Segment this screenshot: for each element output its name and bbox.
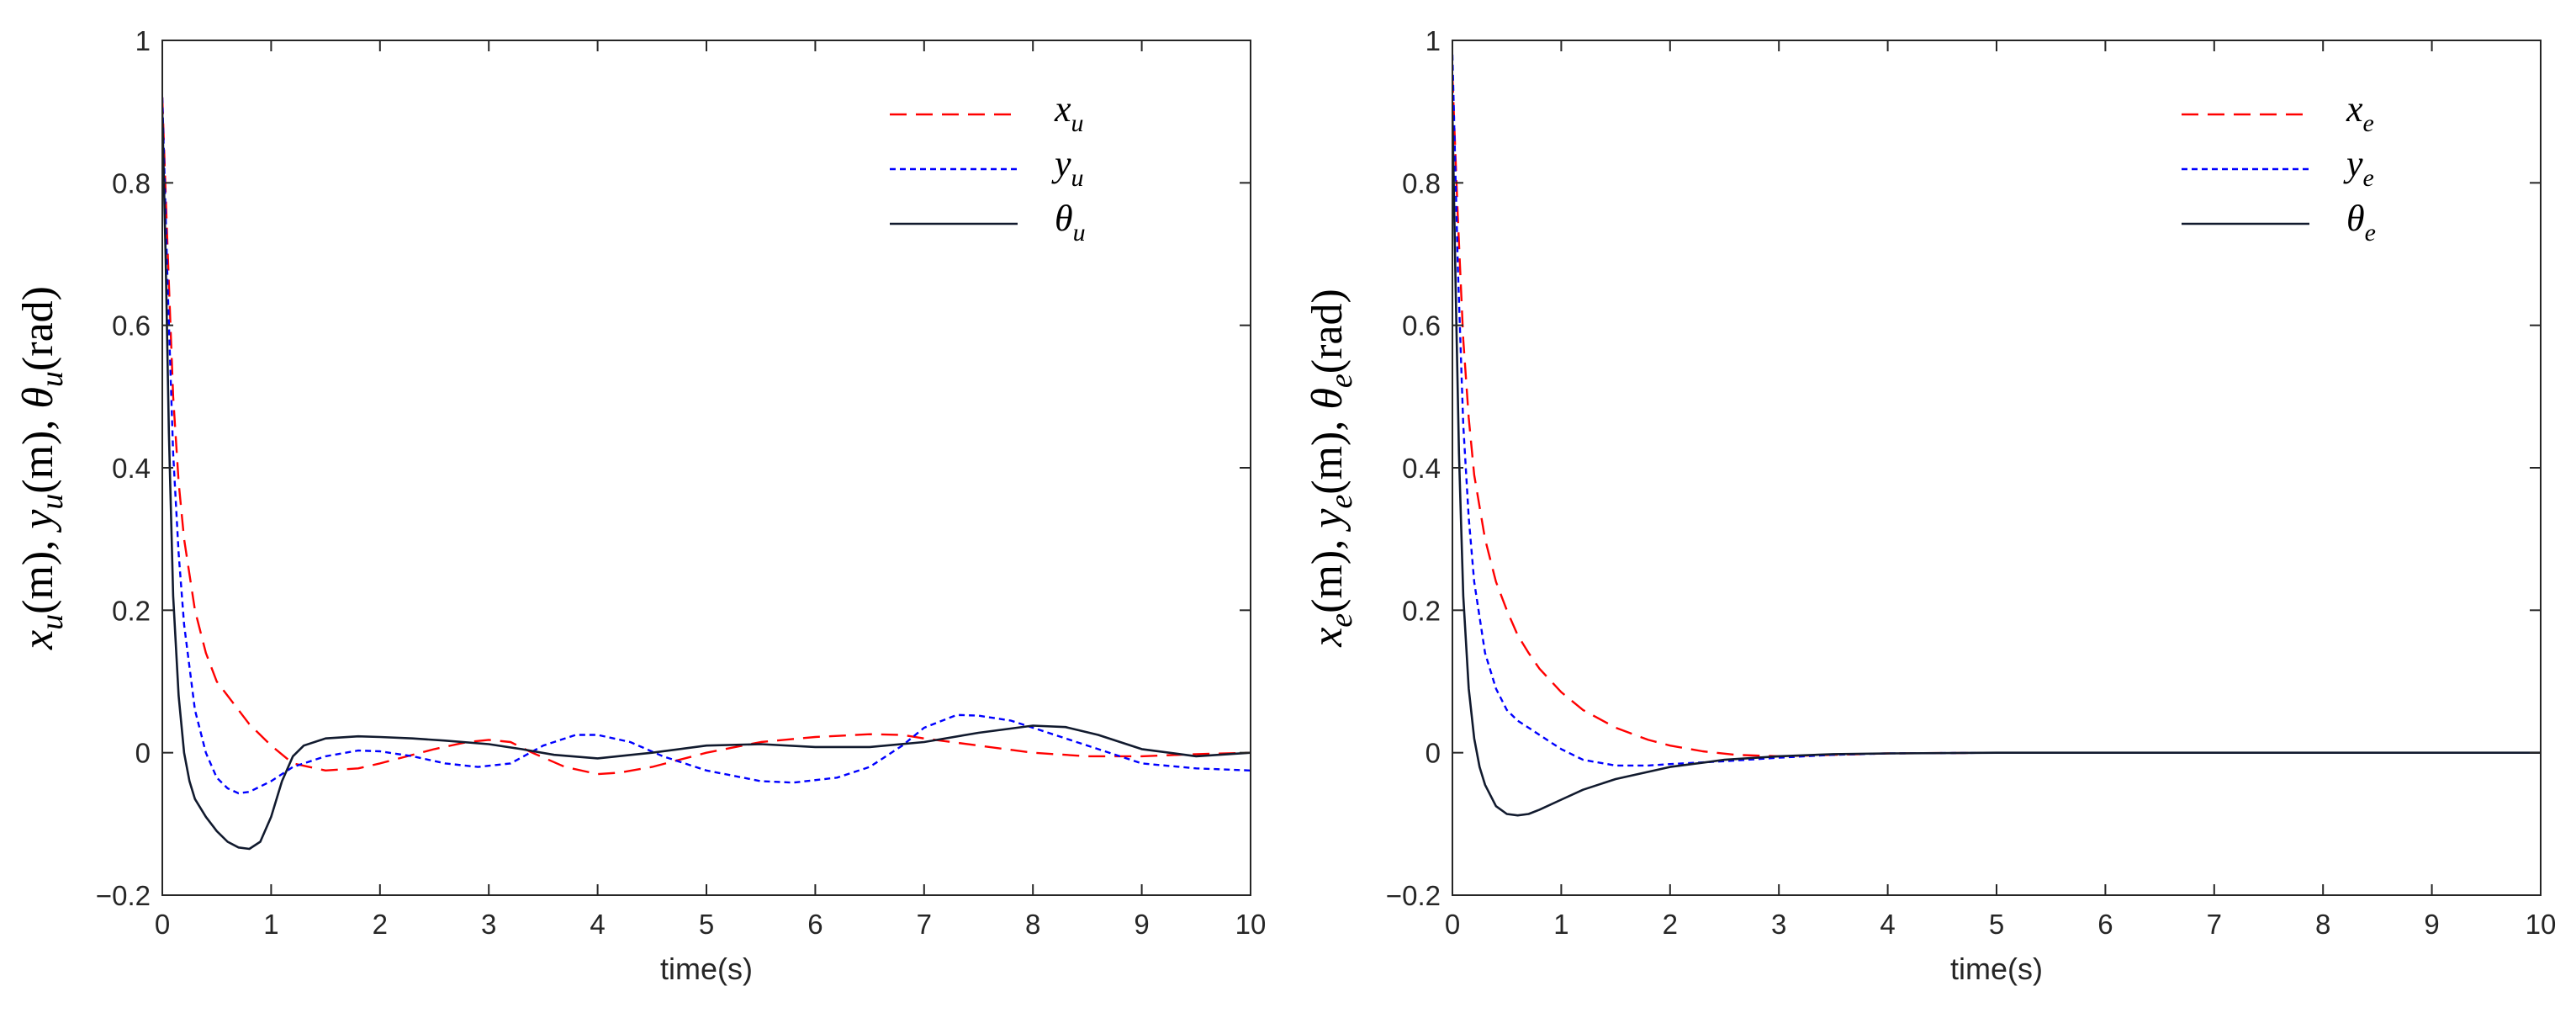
left-y-axis-label: xu(m), yu(m), θu(rad)	[14, 286, 70, 650]
left-legend-label-main: y	[1051, 143, 1071, 184]
left-x-tick-label: 3	[481, 909, 496, 940]
left-x-tick-label: 4	[590, 909, 605, 940]
left-y-tick-label: 1	[135, 25, 151, 56]
right-y-axis-label-part: (m),	[1304, 528, 1351, 613]
right-x-axis-label: time(s)	[1950, 952, 2043, 986]
left-y-axis-label-part: x	[14, 630, 62, 650]
right-legend-label-main: θ	[2346, 198, 2365, 239]
left-y-axis-label-part: u	[34, 614, 70, 630]
left-y-tick-label: −0.2	[96, 880, 151, 911]
left-x-tick-label: 1	[263, 909, 278, 940]
left-x-tick-label: 5	[699, 909, 714, 940]
left-chart: 0 1 2 3 4 5 6 7 8 9 10−0.200.20.40.60.81time(s)xu(…	[14, 25, 1266, 986]
right-series-line-θ-e	[1452, 111, 2541, 817]
left-y-tick-label: 0.4	[112, 453, 151, 484]
left-legend-label-main: θ	[1055, 198, 1073, 239]
left-legend-label-sub: u	[1071, 164, 1084, 192]
right-y-tick-label: 0	[1426, 738, 1441, 769]
left-y-axis-label-part: (m),	[14, 529, 62, 614]
right-y-tick-label: 1	[1426, 25, 1441, 56]
left-y-axis-label-part: u	[34, 371, 70, 387]
right-chart: 0 1 2 3 4 5 6 7 8 9 10−0.200.20.40.60.81time(s)xe(…	[1304, 25, 2556, 986]
left-x-tick-label: 10	[1235, 909, 1267, 940]
right-x-tick-label: 1	[1553, 909, 1568, 940]
right-x-tick-label: 4	[1880, 909, 1895, 940]
left-series-group	[162, 97, 1251, 851]
right-series-group	[1452, 54, 2541, 817]
right-x-tick-label: 3	[1771, 909, 1786, 940]
left-y-axis-label-part: (rad)	[14, 286, 62, 371]
right-y-axis-label-part: e	[1324, 374, 1359, 388]
right-x-tick-label: 7	[2207, 909, 2222, 940]
left-x-tick-label: 9	[1134, 909, 1149, 940]
right-y-tick-label: 0.2	[1402, 595, 1441, 626]
right-x-tick-label: 6	[2097, 909, 2113, 940]
left-x-tick-label: 0	[155, 909, 170, 940]
left-legend-label-x: xu	[1054, 88, 1084, 137]
left-legend-label-sub: u	[1073, 219, 1086, 247]
left-legend-label-y: yu	[1051, 143, 1084, 192]
left-y-tick-label: 0.6	[112, 310, 151, 342]
right-x-tick-label: 8	[2315, 909, 2330, 940]
left-x-tick-label: 8	[1025, 909, 1040, 940]
right-series-line-y-e	[1452, 54, 2541, 767]
left-x-tick-label: 2	[373, 909, 388, 940]
right-legend-label-main: y	[2343, 143, 2363, 184]
right-x-tick-label: 2	[1663, 909, 1678, 940]
right-y-tick-label: −0.2	[1386, 880, 1441, 911]
right-y-axis-label: xe(m), ye(m), θe(rad)	[1304, 289, 1359, 648]
left-y-axis-label-part: y	[14, 509, 62, 533]
left-series-line-θ-u	[162, 111, 1251, 851]
right-y-axis-label-part: (rad)	[1304, 289, 1351, 374]
right-legend-label-θ: θe	[2346, 198, 2376, 247]
right-y-axis-label-part: e	[1324, 495, 1359, 509]
left-y-tick-label: 0.2	[112, 595, 151, 626]
left-y-axis-label-part: u	[34, 494, 70, 510]
left-x-axis-label: time(s)	[660, 952, 753, 986]
left-legend-label-sub: u	[1071, 109, 1084, 137]
right-legend-label-y: ye	[2343, 143, 2374, 192]
right-y-axis-label-part: e	[1324, 613, 1359, 628]
right-y-axis-label-part: θ	[1304, 388, 1351, 410]
left-x-tick-label: 7	[917, 909, 932, 940]
right-legend-label-sub: e	[2363, 164, 2374, 192]
right-legend-label-sub: e	[2365, 219, 2376, 247]
right-y-tick-label: 0.8	[1402, 167, 1441, 199]
left-x-tick-label: 6	[807, 909, 823, 940]
left-y-axis-label-part: θ	[14, 387, 62, 409]
right-series-line-x-e	[1452, 76, 2541, 758]
left-y-tick-label: 0	[135, 738, 151, 769]
left-y-axis-label-part: (m),	[14, 409, 62, 494]
right-x-tick-label: 10	[2526, 909, 2557, 940]
right-y-tick-label: 0.6	[1402, 310, 1441, 342]
right-x-tick-label: 9	[2424, 909, 2439, 940]
right-x-tick-label: 0	[1445, 909, 1460, 940]
right-legend-label-x: xe	[2346, 88, 2374, 137]
right-legend-label-main: x	[2346, 88, 2363, 130]
right-legend-label-sub: e	[2363, 109, 2374, 137]
right-y-axis-label-part: x	[1304, 628, 1351, 648]
left-series-line-y-u	[162, 97, 1251, 795]
left-legend-label-θ: θu	[1055, 198, 1086, 247]
left-axes-box	[161, 40, 1251, 896]
left-legend-label-main: x	[1054, 88, 1071, 130]
right-y-axis-label-part: (m),	[1304, 410, 1351, 495]
left-y-tick-label: 0.8	[112, 167, 151, 199]
right-x-tick-label: 5	[1989, 909, 2004, 940]
right-y-axis-label-part: y	[1304, 508, 1351, 533]
right-y-tick-label: 0.4	[1402, 453, 1441, 484]
left-series-line-x-u	[162, 97, 1251, 776]
right-axes-box	[1452, 40, 2542, 896]
